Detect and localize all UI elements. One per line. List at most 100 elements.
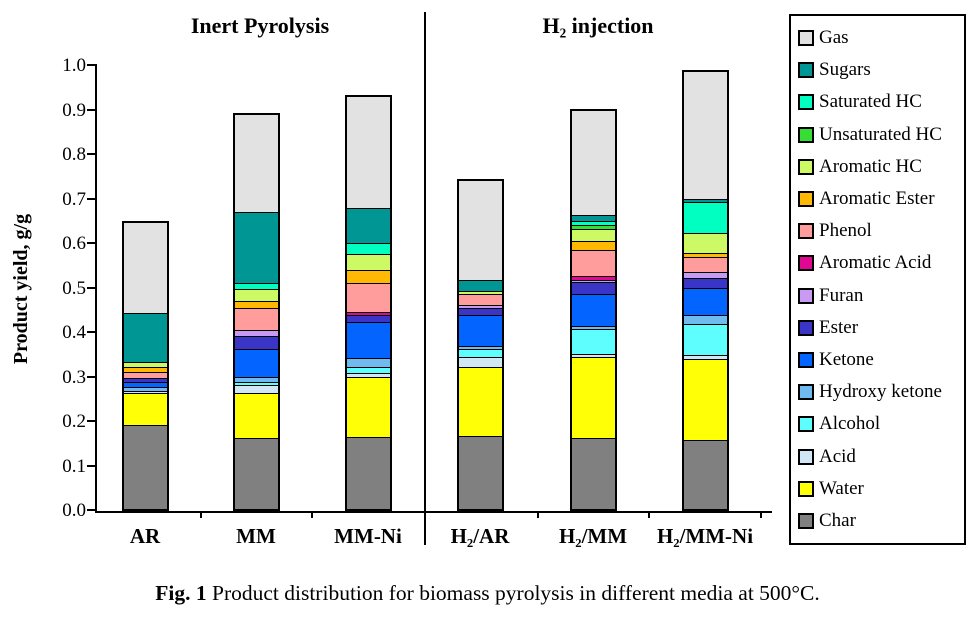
legend-label: Ester — [819, 316, 859, 338]
segment-Phenol — [346, 283, 390, 313]
caption-text: Product distribution for biomass pyrolys… — [206, 581, 820, 605]
segment-Water — [123, 393, 167, 426]
segment-Char — [683, 441, 727, 509]
legend-label: Aromatic Acid — [819, 252, 932, 274]
legend-swatch-Saturated HC — [798, 94, 814, 111]
segment-Aromatic Acid — [346, 312, 390, 317]
segment-Sugars — [234, 213, 278, 284]
segment-Char — [458, 437, 502, 509]
panel-title-h2-injection: H₂ injection — [542, 13, 654, 38]
segment-Furan — [571, 280, 615, 283]
segment-Phenol — [571, 250, 615, 277]
segment-Hydroxy ketone — [234, 377, 278, 383]
legend-item-Aromatic Acid: Aromatic Acid — [798, 253, 964, 273]
segment-Ester — [234, 337, 278, 351]
legend-label: Alcohol — [819, 413, 881, 435]
legend-item-Gas: Gas — [798, 28, 964, 48]
legend-item-Water: Water — [798, 477, 964, 499]
bar-H₂/MM — [569, 109, 617, 511]
y-tick-label: 0.0 — [62, 500, 86, 521]
segment-Furan — [234, 330, 278, 338]
legend-label: Sugars — [819, 59, 871, 81]
segment-Aromatic Ester — [571, 241, 615, 251]
segment-Char — [234, 439, 278, 509]
legend-swatch-Unsaturated HC — [798, 126, 814, 143]
legend-item-Ester: Ester — [798, 316, 964, 338]
segment-Water — [234, 394, 278, 440]
legend-swatch-Gas — [798, 30, 814, 47]
segment-Ketone — [123, 383, 167, 388]
legend-swatch-Phenol — [798, 223, 814, 240]
segment-Phenol — [683, 257, 727, 273]
segment-Gas — [683, 71, 727, 201]
segment-Alcohol — [683, 324, 727, 357]
legend-swatch-Furan — [798, 287, 814, 304]
x-tick-mark — [760, 511, 762, 518]
legend-label: Phenol — [819, 220, 872, 242]
legend-item-Hydroxy ketone: Hydroxy ketone — [798, 382, 964, 402]
segment-Alcohol — [458, 350, 502, 358]
legend: Gas Sugars Saturated HC Unsaturated HC Aroma… — [789, 14, 966, 545]
segment-Unsaturated HC — [571, 225, 615, 230]
segment-Ester — [346, 316, 390, 323]
segment-Char — [571, 439, 615, 509]
segment-Acid — [458, 357, 502, 368]
bar-H₂/MM-Ni — [681, 69, 729, 511]
y-tick-mark — [87, 286, 95, 289]
segment-Char — [123, 425, 167, 509]
y-tick-label: 0.2 — [62, 411, 86, 432]
y-tick-mark — [87, 64, 95, 66]
y-tick-mark — [87, 464, 95, 467]
legend-item-Char: Char — [798, 510, 964, 531]
segment-Saturated HC — [346, 244, 390, 255]
x-label-AR: AR — [129, 524, 161, 548]
legend-swatch-Acid — [798, 448, 814, 465]
segment-Aromatic HC — [683, 234, 727, 255]
segment-Hydroxy ketone — [123, 387, 167, 393]
segment-Sugars — [123, 313, 167, 363]
y-tick-mark — [87, 242, 95, 244]
segment-Gas — [458, 181, 502, 282]
x-tick-mark — [537, 511, 539, 518]
bar-MM-Ni — [344, 94, 392, 511]
legend-label: Water — [819, 477, 864, 499]
y-tick-label: 0.5 — [62, 277, 86, 299]
segment-Gas — [123, 223, 167, 314]
y-tick-label: 1.0 — [62, 55, 86, 76]
panel-title-inert-pyrolysis: Inert Pyrolysis — [190, 13, 330, 38]
legend-swatch-Aromatic Acid — [798, 255, 814, 272]
legend-item-Furan: Furan — [798, 285, 964, 306]
segment-Aromatic HC — [234, 290, 278, 302]
legend-label: Ketone — [819, 348, 874, 370]
segment-Aromatic HC — [571, 229, 615, 242]
y-axis-title: Product yield, g/g — [10, 213, 32, 365]
y-tick-mark — [87, 108, 95, 111]
y-tick-mark — [87, 375, 95, 378]
segment-Alcohol — [234, 382, 278, 387]
segment-Aromatic Ester — [346, 271, 390, 284]
y-tick-mark — [87, 331, 95, 333]
segment-Aromatic Acid — [571, 276, 615, 281]
legend-swatch-Char — [798, 512, 814, 529]
segment-Aromatic HC — [346, 254, 390, 272]
legend-item-Sugars: Sugars — [798, 60, 964, 80]
legend-item-Saturated HC: Saturated HC — [798, 92, 964, 112]
segment-Ketone — [683, 288, 727, 317]
segment-Ketone — [458, 315, 502, 347]
legend-swatch-Hydroxy ketone — [798, 384, 814, 401]
plot-area — [87, 64, 772, 518]
legend-item-Phenol: Phenol — [798, 221, 964, 241]
segment-Saturated HC — [234, 283, 278, 291]
segment-Ketone — [234, 350, 278, 378]
x-tick-mark — [311, 511, 313, 518]
bar-H₂/AR — [456, 179, 504, 511]
legend-item-Ketone: Ketone — [798, 348, 964, 370]
legend-label: Aromatic HC — [819, 155, 922, 177]
segment-Ketone — [571, 295, 615, 327]
legend-item-Aromatic HC: Aromatic HC — [798, 155, 964, 177]
legend-item-Acid: Acid — [798, 446, 964, 467]
y-tick-label: 0.1 — [62, 455, 86, 477]
segment-Ester — [571, 282, 615, 296]
segment-Hydroxy ketone — [458, 346, 502, 351]
